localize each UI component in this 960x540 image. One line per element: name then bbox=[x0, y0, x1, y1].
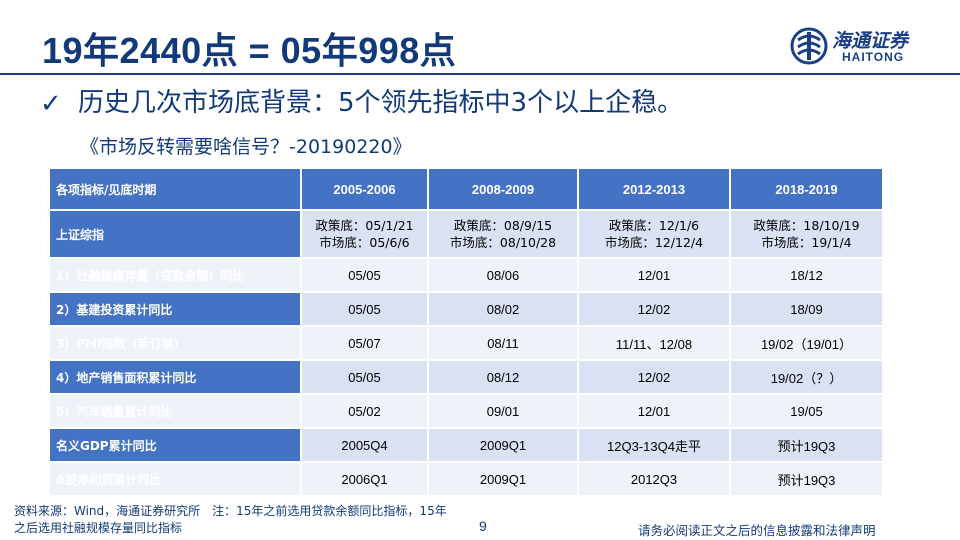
table-cell: 政策底：05/1/21 市场底：05/6/6 bbox=[300, 209, 429, 259]
table-row: 上证综指 政策底：05/1/21 市场底：05/6/6 政策底：08/9/15 … bbox=[48, 209, 884, 259]
table-header-row: 各项指标/见底时期 2005-2006 2008-2009 2012-2013 … bbox=[48, 167, 884, 211]
table-cell: 2009Q1 bbox=[427, 427, 579, 463]
table-cell: 12/02 bbox=[577, 291, 731, 327]
table-cell: 05/07 bbox=[300, 325, 429, 361]
table-cell: 08/02 bbox=[427, 291, 579, 327]
table-cell: 11/11、12/08 bbox=[577, 325, 731, 361]
table-cell: 05/05 bbox=[300, 257, 429, 293]
header-divider bbox=[0, 73, 960, 75]
row-label: 4）地产销售面积累计同比 bbox=[48, 359, 302, 395]
page-number: 9 bbox=[479, 518, 487, 534]
table-cell: 05/02 bbox=[300, 393, 429, 429]
table-row: 4）地产销售面积累计同比 05/05 08/12 12/02 19/02（？） bbox=[48, 359, 884, 395]
table-cell: 政策底：08/9/15 市场底：08/10/28 bbox=[427, 209, 579, 259]
table-cell: 05/05 bbox=[300, 291, 429, 327]
source-note: 资料来源：Wind，海通证券研究所 注：15年之前选用贷款余额同比指标，15年之… bbox=[14, 504, 447, 535]
table-cell: 19/05 bbox=[729, 393, 884, 429]
headline-text: 历史几次市场底背景：5个领先指标中3个以上企稳。 bbox=[78, 88, 684, 118]
table-row: 名义GDP累计同比 2005Q4 2009Q1 12Q3-13Q4走平 预计19… bbox=[48, 427, 884, 463]
table-row: 1）社融规模存量（贷款余额）同比 05/05 08/06 12/01 18/12 bbox=[48, 257, 884, 293]
policy-bottom-text: 政策底：18/10/19 bbox=[753, 218, 860, 233]
table-cell: 2009Q1 bbox=[427, 461, 579, 497]
table-cell: 19/02（19/01） bbox=[729, 325, 884, 361]
row-label: 2）基建投资累计同比 bbox=[48, 291, 302, 327]
table-cell: 12/01 bbox=[577, 257, 731, 293]
check-mark-icon: ✓ bbox=[40, 88, 62, 118]
header-cell: 各项指标/见底时期 bbox=[48, 167, 302, 211]
table-row: 3）PMI指数（新订单） 05/07 08/11 11/11、12/08 19/… bbox=[48, 325, 884, 361]
haitong-logo: 海通证券 HAITONG bbox=[790, 24, 940, 68]
table-cell: 预计19Q3 bbox=[729, 461, 884, 497]
table-cell: 18/12 bbox=[729, 257, 884, 293]
logo-text-cn: 海通证券 bbox=[832, 30, 909, 52]
policy-bottom-text: 政策底：08/9/15 bbox=[453, 218, 553, 233]
table-cell: 12/02 bbox=[577, 359, 731, 395]
table-cell: 政策底：18/10/19 市场底：19/1/4 bbox=[729, 209, 884, 259]
table-cell: 2012Q3 bbox=[577, 461, 731, 497]
table-cell: 09/01 bbox=[427, 393, 579, 429]
table-row: A股净利润累计同比 2006Q1 2009Q1 2012Q3 预计19Q3 bbox=[48, 461, 884, 497]
row-label: 上证综指 bbox=[48, 209, 302, 259]
header-cell: 2005-2006 bbox=[300, 167, 429, 211]
table-row: 2）基建投资累计同比 05/05 08/02 12/02 18/09 bbox=[48, 291, 884, 327]
policy-bottom-text: 政策底：05/1/21 bbox=[315, 218, 414, 233]
row-label: A股净利润累计同比 bbox=[48, 461, 302, 497]
market-bottom-text: 市场底：08/10/28 bbox=[449, 235, 557, 250]
header-cell: 2018-2019 bbox=[729, 167, 884, 211]
legal-disclaimer: 请务必阅读正文之后的信息披露和法律声明 bbox=[638, 523, 876, 538]
row-label: 3）PMI指数（新订单） bbox=[48, 325, 302, 361]
table-cell: 05/05 bbox=[300, 359, 429, 395]
row-label: 名义GDP累计同比 bbox=[48, 427, 302, 463]
haitong-emblem-icon bbox=[790, 27, 828, 65]
table-cell: 08/12 bbox=[427, 359, 579, 395]
header-cell: 2012-2013 bbox=[577, 167, 731, 211]
row-label: 5）汽车销量累计同比 bbox=[48, 393, 302, 429]
row-label: 1）社融规模存量（贷款余额）同比 bbox=[48, 257, 302, 293]
market-bottom-text: 市场底：12/12/4 bbox=[604, 235, 704, 250]
table-cell: 12Q3-13Q4走平 bbox=[577, 427, 731, 463]
market-bottom-text: 市场底：05/6/6 bbox=[319, 235, 410, 250]
table-cell: 政策底：12/1/6 市场底：12/12/4 bbox=[577, 209, 731, 259]
table-cell: 2005Q4 bbox=[300, 427, 429, 463]
header-cell: 2008-2009 bbox=[427, 167, 579, 211]
report-reference: 《市场反转需要啥信号？-20190220》 bbox=[80, 136, 412, 158]
market-bottom-text: 市场底：19/1/4 bbox=[761, 235, 852, 250]
policy-bottom-text: 政策底：12/1/6 bbox=[608, 218, 700, 233]
market-bottom-table: 各项指标/见底时期 2005-2006 2008-2009 2012-2013 … bbox=[48, 167, 884, 497]
page-title: 19年2440点 = 05年998点 bbox=[42, 30, 457, 71]
table-cell: 08/11 bbox=[427, 325, 579, 361]
logo-text-en: HAITONG bbox=[842, 50, 905, 64]
table-cell: 08/06 bbox=[427, 257, 579, 293]
table-cell: 18/09 bbox=[729, 291, 884, 327]
table-row: 5）汽车销量累计同比 05/02 09/01 12/01 19/05 bbox=[48, 393, 884, 429]
table-cell: 12/01 bbox=[577, 393, 731, 429]
table-cell: 19/02（？） bbox=[729, 359, 884, 395]
table-cell: 预计19Q3 bbox=[729, 427, 884, 463]
table-cell: 2006Q1 bbox=[300, 461, 429, 497]
